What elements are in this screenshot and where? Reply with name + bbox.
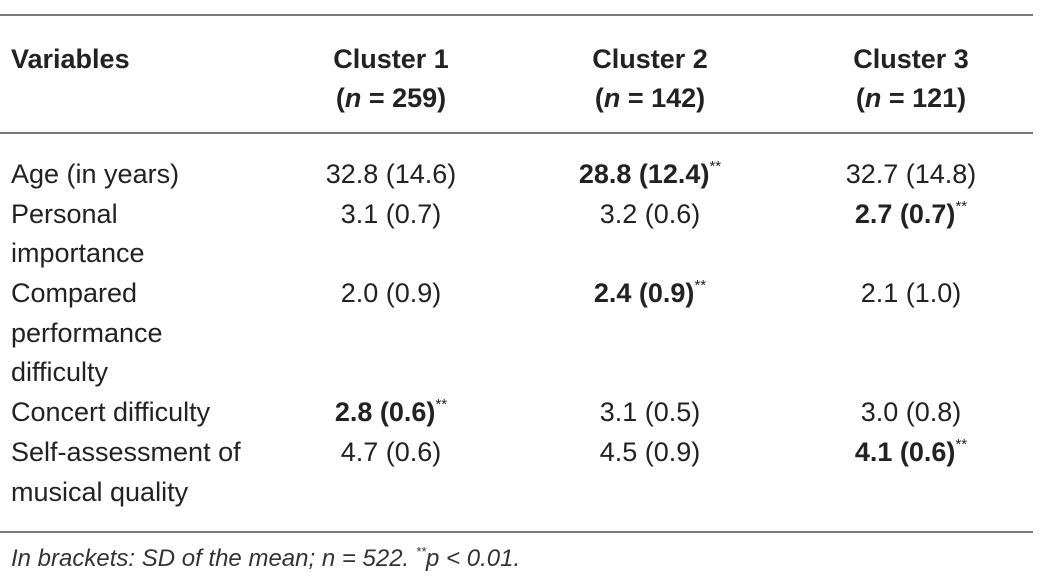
header-cluster-1-name: Cluster 1 <box>333 44 449 74</box>
header-cluster-3-n: (n = 121) <box>855 83 967 113</box>
cell-cluster-1: 2.0 (0.9) <box>340 278 442 309</box>
cell-cluster-1: 3.1 (0.7) <box>340 198 442 229</box>
table-row: Age (in years) 32.8 (14.6) 28.8 (12.4)** 32… <box>0 155 1045 195</box>
header-cluster-1: Cluster 1 (n = 259) <box>271 40 511 118</box>
table-row: Compared performance difficulty 2.0 (0.9)… <box>0 274 1045 393</box>
header-cluster-3-name: Cluster 3 <box>853 44 969 74</box>
header-cluster-3: Cluster 3 (n = 121) <box>791 40 1031 118</box>
table-row: Personal importance 3.1 (0.7) 3.2 (0.6) 2.7… <box>0 195 1045 274</box>
table-body: Age (in years) 32.8 (14.6) 28.8 (12.4)** 32… <box>0 155 1045 512</box>
significance-marker: ** <box>709 158 722 175</box>
row-label: Concert difficulty <box>11 397 211 428</box>
header-variables: Variables <box>11 44 130 74</box>
row-label: Age (in years) <box>11 159 180 189</box>
cell-cluster-1: 4.7 (0.6) <box>340 436 442 467</box>
header-cluster-2: Cluster 2 (n = 142) <box>530 40 770 118</box>
cell-cluster-2: 3.1 (0.5) <box>599 397 701 428</box>
cell-cluster-3: 2.1 (1.0) <box>860 278 962 309</box>
table-row: Concert difficulty 2.8 (0.6)** 3.1 (0.5) 3.… <box>0 393 1045 433</box>
top-rule <box>0 14 1033 16</box>
significance-marker: ** <box>955 197 968 215</box>
header-cluster-2-name: Cluster 2 <box>592 44 708 74</box>
header-rule <box>0 132 1033 134</box>
header-cluster-2-n: (n = 142) <box>594 83 706 113</box>
cell-cluster-2: 28.8 (12.4)** <box>578 158 722 189</box>
cell-cluster-2: 3.2 (0.6) <box>599 198 701 229</box>
cell-cluster-3: 32.7 (14.8) <box>845 159 977 189</box>
cell-cluster-3: 3.0 (0.8) <box>860 397 962 428</box>
cell-cluster-1: 2.8 (0.6)** <box>334 396 448 428</box>
header-cluster-1-n: (n = 259) <box>335 83 447 113</box>
row-label: Personal importance <box>11 198 145 269</box>
significance-marker: ** <box>694 277 707 295</box>
cell-cluster-2: 4.5 (0.9) <box>599 436 701 467</box>
row-label: Self-assessment of musical quality <box>11 436 241 507</box>
row-label: Compared performance difficulty <box>11 278 163 388</box>
significance-marker: ** <box>955 435 968 453</box>
table-row: Self-assessment of musical quality 4.7 (0… <box>0 433 1045 512</box>
cell-cluster-3: 2.7 (0.7)** <box>854 197 968 229</box>
significance-marker: ** <box>435 396 448 414</box>
table-footnote: In brackets: SD of the mean; n = 522. **… <box>11 544 521 572</box>
cell-cluster-1: 32.8 (14.6) <box>325 159 457 189</box>
cell-cluster-3: 4.1 (0.6)** <box>854 435 968 467</box>
cell-cluster-2: 2.4 (0.9)** <box>593 277 707 309</box>
bottom-rule <box>0 531 1033 533</box>
